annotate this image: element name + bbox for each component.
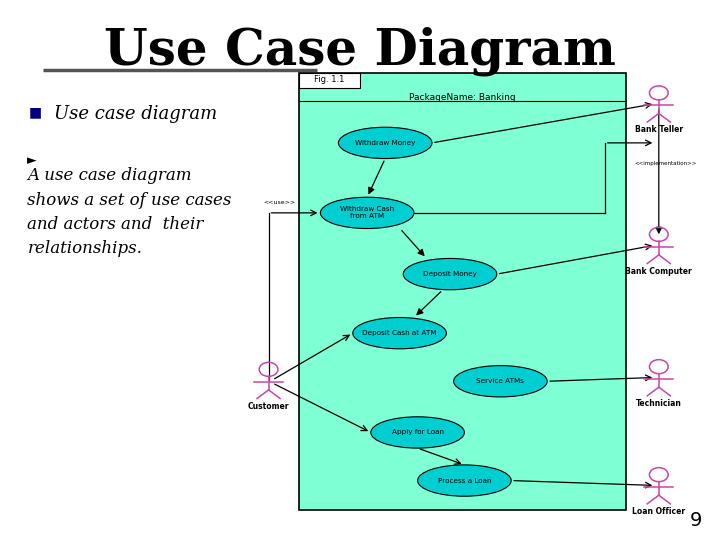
Ellipse shape (403, 259, 497, 290)
Text: <<implementation>>: <<implementation>> (635, 161, 697, 166)
Text: Loan Officer: Loan Officer (632, 507, 685, 516)
Text: Use case diagram: Use case diagram (54, 105, 217, 123)
FancyBboxPatch shape (299, 73, 626, 510)
Text: Bank Computer: Bank Computer (626, 267, 692, 276)
Ellipse shape (371, 417, 464, 448)
Text: 9: 9 (690, 511, 702, 530)
Text: Withdraw Money: Withdraw Money (355, 140, 415, 146)
Ellipse shape (418, 465, 511, 496)
Ellipse shape (454, 366, 547, 397)
Text: Deposit Money: Deposit Money (423, 271, 477, 277)
Text: Use Case Diagram: Use Case Diagram (104, 27, 616, 77)
Text: Apply for Loan: Apply for Loan (392, 429, 444, 435)
Text: Process a Loan: Process a Loan (438, 477, 491, 483)
Ellipse shape (320, 197, 414, 228)
Ellipse shape (353, 318, 446, 349)
Text: Service ATMs: Service ATMs (477, 378, 524, 384)
Text: <<use>>: <<use>> (263, 200, 295, 205)
Text: PackageName: Banking: PackageName: Banking (409, 93, 516, 103)
Ellipse shape (338, 127, 432, 159)
Text: Bank Teller: Bank Teller (635, 125, 683, 134)
Text: Withdraw Cash
from ATM: Withdraw Cash from ATM (340, 206, 395, 219)
Text: ■: ■ (29, 105, 42, 119)
Text: Deposit Cash at ATM: Deposit Cash at ATM (362, 330, 437, 336)
Text: Fig. 1.1: Fig. 1.1 (314, 75, 344, 84)
Text: Technician: Technician (636, 399, 682, 408)
Text: ►: ► (27, 154, 37, 167)
Text: Customer: Customer (248, 402, 289, 411)
FancyBboxPatch shape (299, 73, 360, 88)
Text: A use case diagram
shows a set of use cases
and actors and  their
relationships.: A use case diagram shows a set of use ca… (27, 167, 232, 257)
